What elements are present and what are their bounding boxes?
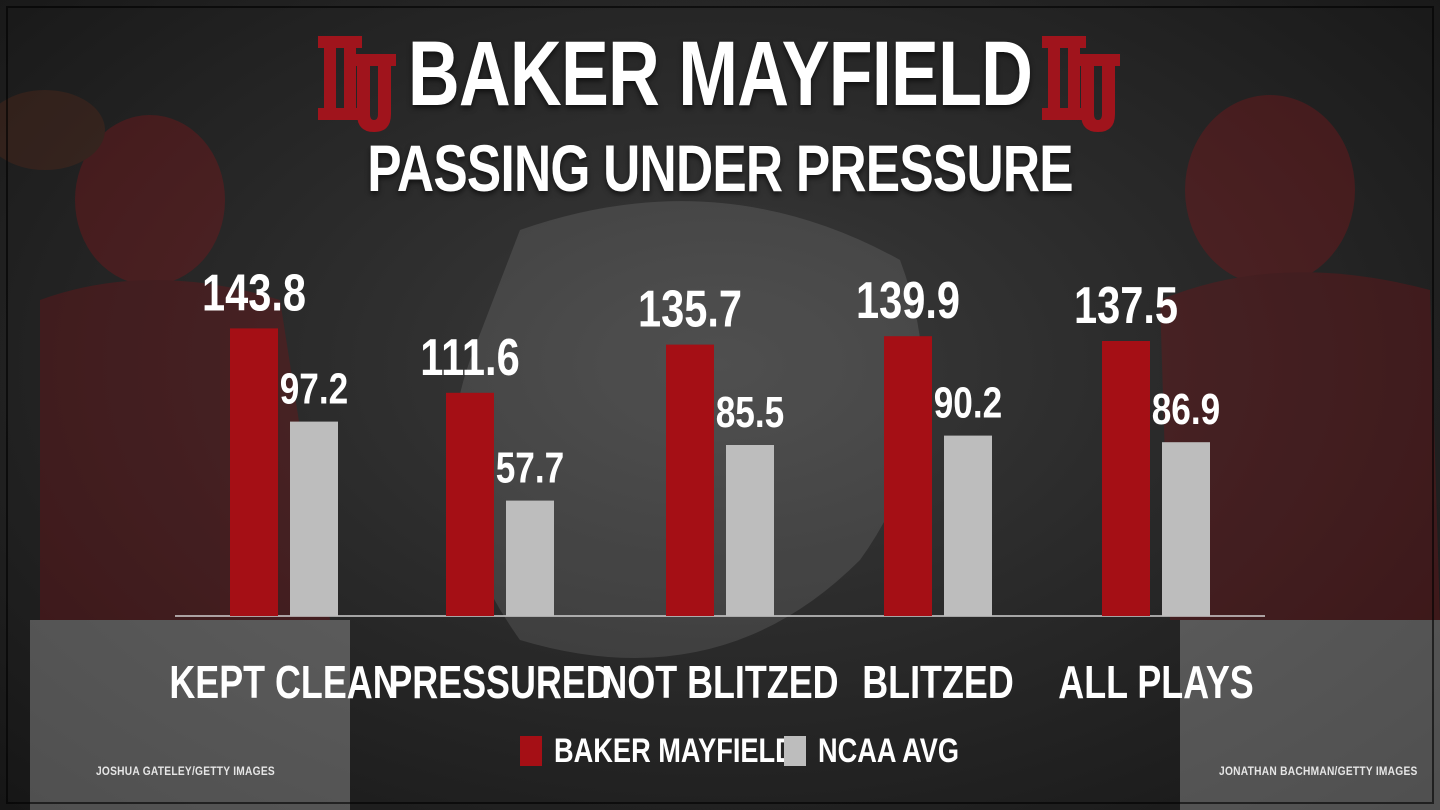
category-label-0: KEPT CLEAN xyxy=(169,657,398,708)
legend-swatch-ncaa xyxy=(784,736,806,766)
legend-label-mayfield: BAKER MAYFIELD xyxy=(554,731,795,770)
ou-logo-left-icon xyxy=(318,36,396,132)
data-label-mayfield-3: 139.9 xyxy=(856,271,960,330)
data-label-mayfield-0: 143.8 xyxy=(202,263,306,322)
legend-label-ncaa: NCAA AVG xyxy=(818,731,960,770)
legend: BAKER MAYFIELD NCAA AVG xyxy=(0,728,1440,774)
right-player-photo xyxy=(1160,95,1440,810)
data-label-ncaa-1: 57.7 xyxy=(496,444,564,493)
category-label-4: ALL PLAYS xyxy=(1058,657,1253,708)
data-label-mayfield-4: 137.5 xyxy=(1074,276,1178,335)
bar-ncaa-4 xyxy=(1162,442,1210,616)
bar-mayfield-2 xyxy=(666,344,714,616)
photo-credit-right: JONATHAN BACHMAN/GETTY IMAGES xyxy=(1219,764,1418,778)
legend-item-ncaa: NCAA AVG xyxy=(784,728,994,774)
category-label-1: PRESSURED xyxy=(388,657,611,708)
chart-title: BAKER MAYFIELD xyxy=(407,23,1033,125)
bar-mayfield-4 xyxy=(1102,341,1150,616)
bar-ncaa-3 xyxy=(944,435,992,616)
data-label-ncaa-3: 90.2 xyxy=(934,379,1002,428)
category-label-3: BLITZED xyxy=(862,657,1013,708)
legend-item-mayfield: BAKER MAYFIELD xyxy=(520,728,855,774)
data-label-mayfield-2: 135.7 xyxy=(638,279,742,338)
photo-credit-left: JOSHUA GATELEY/GETTY IMAGES xyxy=(96,764,275,778)
data-label-ncaa-0: 97.2 xyxy=(280,365,348,414)
data-label-ncaa-4: 86.9 xyxy=(1152,386,1220,435)
data-label-ncaa-2: 85.5 xyxy=(716,388,784,437)
bar-ncaa-2 xyxy=(726,445,774,616)
bar-ncaa-1 xyxy=(506,500,554,616)
bar-mayfield-3 xyxy=(884,336,932,616)
chart-subtitle: PASSING UNDER PRESSURE xyxy=(367,131,1073,205)
legend-swatch-mayfield xyxy=(520,736,542,766)
bar-ncaa-0 xyxy=(290,421,338,616)
ou-logo-right-icon xyxy=(1042,36,1120,132)
data-label-mayfield-1: 111.6 xyxy=(420,327,519,386)
bar-mayfield-1 xyxy=(446,392,494,616)
category-label-2: NOT BLITZED xyxy=(601,657,838,708)
bar-mayfield-0 xyxy=(230,328,278,616)
